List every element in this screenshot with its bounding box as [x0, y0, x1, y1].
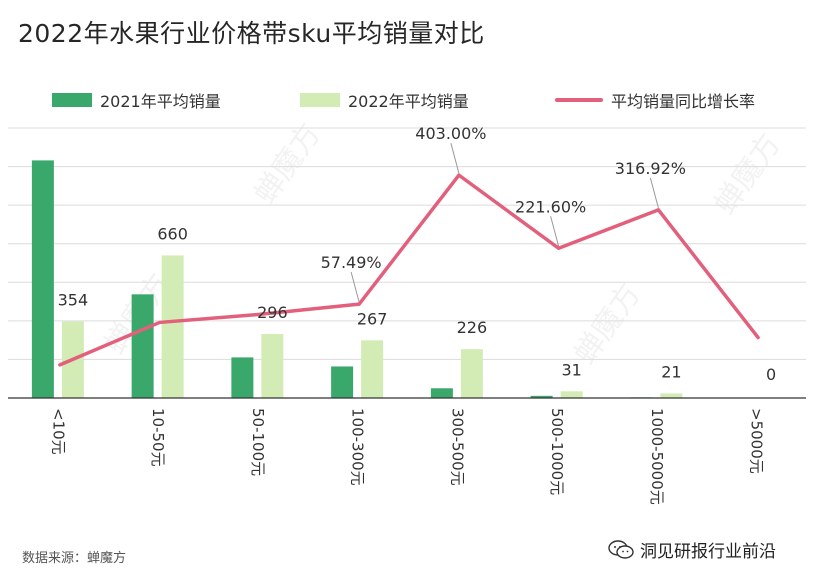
line-data-label: 316.92%	[615, 159, 686, 178]
line-label-leader	[550, 216, 560, 247]
growth-line	[58, 173, 760, 367]
legend-swatch-2022	[300, 93, 340, 107]
bar-2022	[261, 334, 284, 398]
bar-2022	[361, 340, 384, 398]
line-label-leader	[450, 143, 460, 174]
chart-title: 2022年水果行业价格带sku平均销量对比	[18, 19, 485, 48]
x-tick-label: 1000-5000元	[648, 408, 666, 505]
wechat-account: 洞见研报行业前沿	[608, 537, 776, 562]
chart-legend: 2021年平均销量 2022年平均销量 平均销量同比增长率	[0, 88, 826, 112]
bar-2021	[231, 357, 254, 398]
bar-data-label: 354	[58, 291, 89, 310]
legend-line-growth	[555, 98, 603, 102]
legend-label-growth: 平均销量同比增长率	[611, 92, 756, 111]
line-data-label: 403.00%	[415, 124, 486, 143]
bar-data-label: 226	[457, 318, 488, 337]
bar-2021	[331, 366, 354, 398]
legend-label-2022: 2022年平均销量	[348, 92, 469, 111]
bar-2022	[660, 393, 683, 398]
x-tick-label: 500-1000元	[548, 408, 566, 495]
bar-2021	[31, 160, 54, 398]
bar-2021	[430, 388, 453, 398]
bar-data-label: 296	[257, 303, 288, 322]
x-tick-label: 50-100元	[249, 408, 267, 476]
legend-item-growth: 平均销量同比增长率	[555, 88, 755, 112]
x-tick-label: >5000元	[748, 408, 766, 474]
bar-2022	[460, 349, 483, 398]
legend-swatch-2021	[52, 93, 92, 107]
source-note: 数据来源：蝉魔方	[22, 551, 127, 566]
x-tick-label: 10-50元	[149, 408, 167, 467]
legend-item-2021: 2021年平均销量	[52, 88, 221, 112]
x-tick-label: 100-300元	[349, 408, 367, 486]
bar-2021	[530, 395, 553, 398]
bar-2022	[560, 391, 583, 398]
bar-2022	[161, 255, 184, 398]
bar-2021	[131, 294, 154, 398]
line-data-label: 57.49%	[321, 253, 382, 272]
x-tick-label: <10元	[49, 408, 67, 455]
grid-layer	[8, 127, 806, 399]
legend-item-2022: 2022年平均销量	[300, 88, 469, 112]
bar-layer	[31, 160, 683, 398]
bar-data-label: 31	[561, 360, 581, 379]
bar-data-label: 21	[661, 362, 681, 381]
label-layer: 354 660 296 267 226 31 21 0 57.49% 403.00% 221.60%…	[58, 124, 777, 384]
x-tick-label: 300-500元	[448, 408, 466, 486]
line-label-leader	[350, 272, 360, 303]
line-layer	[58, 173, 760, 367]
wechat-icon	[608, 539, 634, 559]
wechat-account-name: 洞见研报行业前沿	[640, 542, 776, 562]
legend-label-2021: 2021年平均销量	[100, 92, 221, 111]
bar-data-label: 660	[157, 224, 188, 243]
bar-data-label: 0	[766, 365, 776, 384]
axis-layer: <10元 10-50元 50-100元 100-300元 300-500元 500-100…	[8, 397, 806, 505]
line-data-label: 221.60%	[515, 197, 586, 216]
bar-data-label: 267	[357, 309, 388, 328]
line-label-leader	[649, 177, 659, 208]
